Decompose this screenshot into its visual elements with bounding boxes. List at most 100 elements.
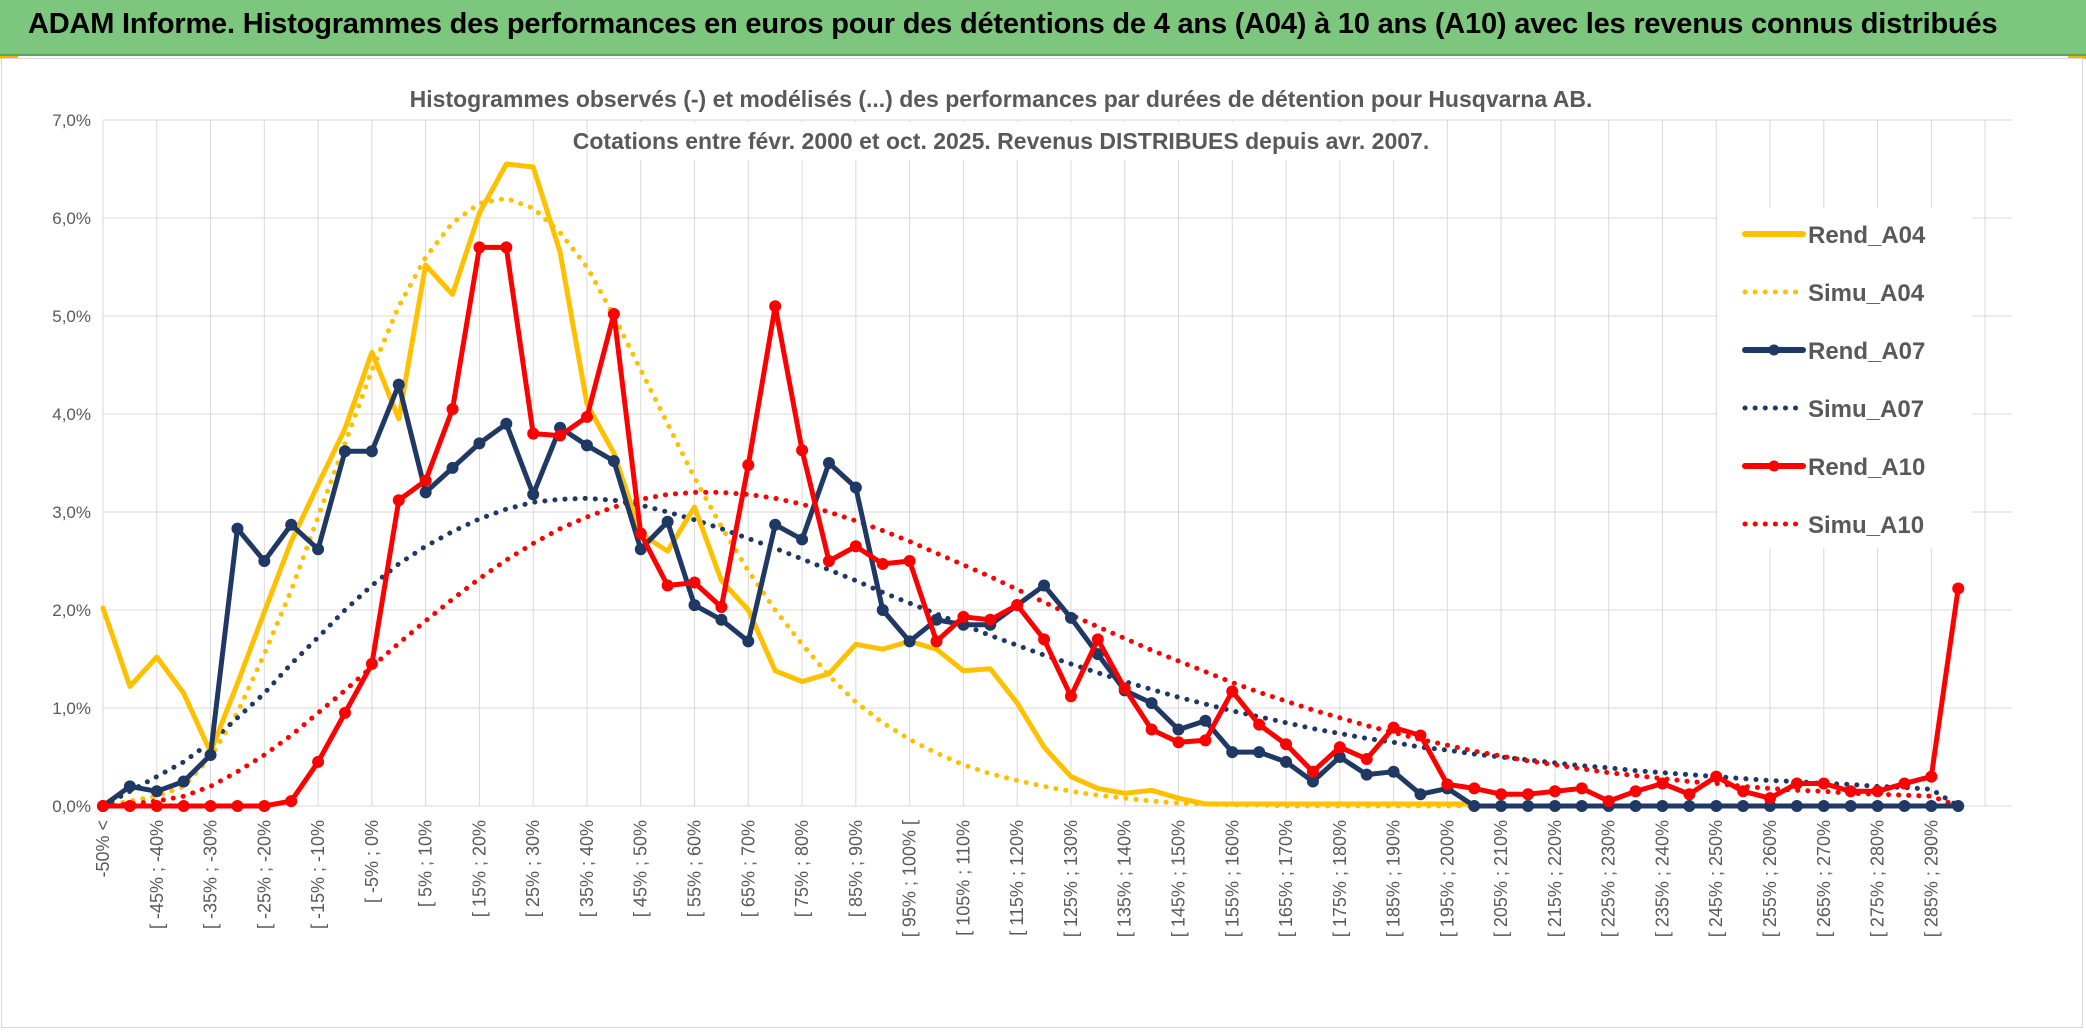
data-point-Rend_A10 [1683, 788, 1696, 801]
y-tick-label: 2,0% [52, 601, 91, 620]
data-point-Rend_A10 [1790, 777, 1803, 790]
x-tick-label: [ 205% ; 210% [1491, 820, 1511, 937]
data-point-Rend_A10 [97, 800, 109, 812]
data-point-Rend_A07 [392, 378, 405, 391]
data-point-Rend_A10 [1414, 729, 1427, 742]
data-point-Rend_A10 [1253, 718, 1266, 731]
data-point-Rend_A10 [258, 800, 271, 812]
data-point-Rend_A10 [419, 474, 432, 487]
data-point-Rend_A07 [258, 555, 271, 567]
data-point-Rend_A07 [1737, 800, 1750, 812]
data-point-Rend_A07 [204, 749, 217, 762]
data-point-Rend_A07 [231, 522, 244, 535]
data-point-Rend_A10 [742, 458, 755, 471]
data-point-Rend_A07 [177, 775, 190, 788]
data-point-Rend_A07 [1817, 800, 1830, 812]
data-point-Rend_A10 [1817, 777, 1830, 790]
data-point-Rend_A10 [1306, 765, 1319, 778]
data-point-Rend_A10 [285, 795, 298, 808]
page-title: ADAM Informe. Histogrammes des performan… [28, 8, 1998, 40]
data-point-Rend_A07 [1575, 800, 1588, 812]
y-tick-label: 1,0% [52, 699, 91, 718]
data-point-Rend_A07 [446, 461, 459, 474]
y-tick-label: 0,0% [52, 797, 91, 816]
y-tick-label: 3,0% [52, 503, 91, 522]
data-point-Rend_A07 [1925, 800, 1938, 812]
x-tick-label: [ 85% ; 90% [846, 820, 866, 917]
y-axis-ticks: 0,0% 1,0% 2,0% 3,0% 4,0% 5,0% 6,0% 7,0% [52, 111, 91, 816]
data-point-Rend_A07 [1898, 800, 1911, 812]
data-point-Rend_A10 [930, 635, 943, 648]
gridlines [102, 119, 2012, 807]
data-point-Rend_A07 [742, 635, 755, 648]
x-tick-label: [ -5% ; 0% [362, 820, 382, 903]
data-point-Rend_A07 [1468, 800, 1481, 812]
data-point-Rend_A10 [1011, 599, 1024, 612]
data-point-Rend_A10 [1038, 633, 1051, 646]
data-point-Rend_A10 [231, 800, 244, 812]
data-point-Rend_A07 [500, 417, 513, 430]
data-point-Rend_A07 [1038, 579, 1051, 592]
y-tick-label: 4,0% [52, 405, 91, 424]
data-point-Rend_A07 [123, 780, 136, 793]
data-point-Rend_A10 [1441, 778, 1454, 791]
data-point-Rend_A10 [661, 579, 674, 592]
chart-title: Histogrammes observés (-) et modélisés (… [410, 86, 1593, 112]
x-tick-label: [ 45% ; 50% [631, 820, 651, 917]
legend-label: Simu_A07 [1808, 396, 1924, 423]
legend-label: Rend_A07 [1808, 338, 1925, 365]
x-tick-label: [ 245% ; 250% [1706, 820, 1726, 937]
data-point-Rend_A10 [123, 800, 136, 812]
x-tick-label: [ 145% ; 150% [1168, 820, 1188, 937]
x-tick-label: [ 265% ; 270% [1814, 820, 1834, 937]
data-point-Rend_A10 [392, 494, 405, 507]
data-point-Rend_A10 [1387, 721, 1400, 734]
series-layer [97, 161, 1965, 812]
x-axis-ticks: -50% < [ -45% ; -40% [ -35% ; -30% [ -25% ;… [93, 820, 1941, 937]
data-point-Rend_A07 [661, 515, 674, 528]
x-tick-label: [ 165% ; 170% [1276, 820, 1296, 937]
data-point-Rend_A10 [1548, 785, 1561, 798]
data-point-Rend_A07 [822, 457, 835, 469]
data-point-Rend_A07 [1710, 800, 1723, 812]
data-point-Rend_A10 [715, 601, 728, 614]
title-bg [432, 80, 1570, 118]
data-point-Rend_A10 [1737, 785, 1750, 798]
data-point-Rend_A10 [1952, 582, 1965, 595]
data-point-Rend_A10 [903, 555, 916, 567]
x-tick-label: [ 155% ; 160% [1222, 820, 1242, 937]
y-tick-label: 5,0% [52, 307, 91, 326]
series-line-Simu_A10 [100, 489, 1961, 809]
data-point-Rend_A07 [849, 481, 862, 494]
data-point-Rend_A10 [1091, 633, 1104, 646]
data-point-Rend_A07 [312, 543, 325, 556]
data-point-Rend_A07 [365, 445, 378, 458]
data-point-Rend_A10 [338, 706, 351, 719]
data-point-Rend_A07 [1064, 611, 1077, 624]
x-tick-label: [ 235% ; 240% [1652, 820, 1672, 937]
data-point-Rend_A07 [1414, 788, 1427, 801]
legend-box [1718, 208, 1972, 548]
data-point-Rend_A07 [1871, 800, 1884, 812]
x-tick-label: [ 175% ; 180% [1330, 820, 1350, 937]
x-tick-label: [ 75% ; 80% [792, 820, 812, 917]
data-point-Rend_A10 [1602, 795, 1615, 808]
legend-marker [1768, 460, 1780, 472]
data-point-Rend_A10 [1575, 782, 1588, 795]
data-point-Rend_A07 [1548, 800, 1561, 812]
x-tick-label: [ -35% ; -30% [201, 820, 221, 929]
data-point-Rend_A07 [1280, 755, 1293, 768]
data-point-Rend_A07 [338, 445, 351, 458]
data-point-Rend_A10 [1871, 785, 1884, 798]
x-tick-label: [ -25% ; -20% [254, 820, 274, 929]
data-point-Rend_A07 [876, 604, 889, 616]
header-banner: ADAM Informe. Histogrammes des performan… [0, 0, 2086, 56]
chart-title-background [432, 80, 1570, 160]
data-point-Rend_A07 [527, 488, 540, 501]
data-point-Rend_A07 [580, 439, 593, 452]
data-point-Rend_A07 [1387, 765, 1400, 778]
data-point-Rend_A07 [150, 785, 163, 798]
data-point-Rend_A10 [688, 576, 701, 589]
data-point-Rend_A07 [1495, 800, 1508, 812]
data-point-Rend_A07 [1226, 746, 1239, 759]
